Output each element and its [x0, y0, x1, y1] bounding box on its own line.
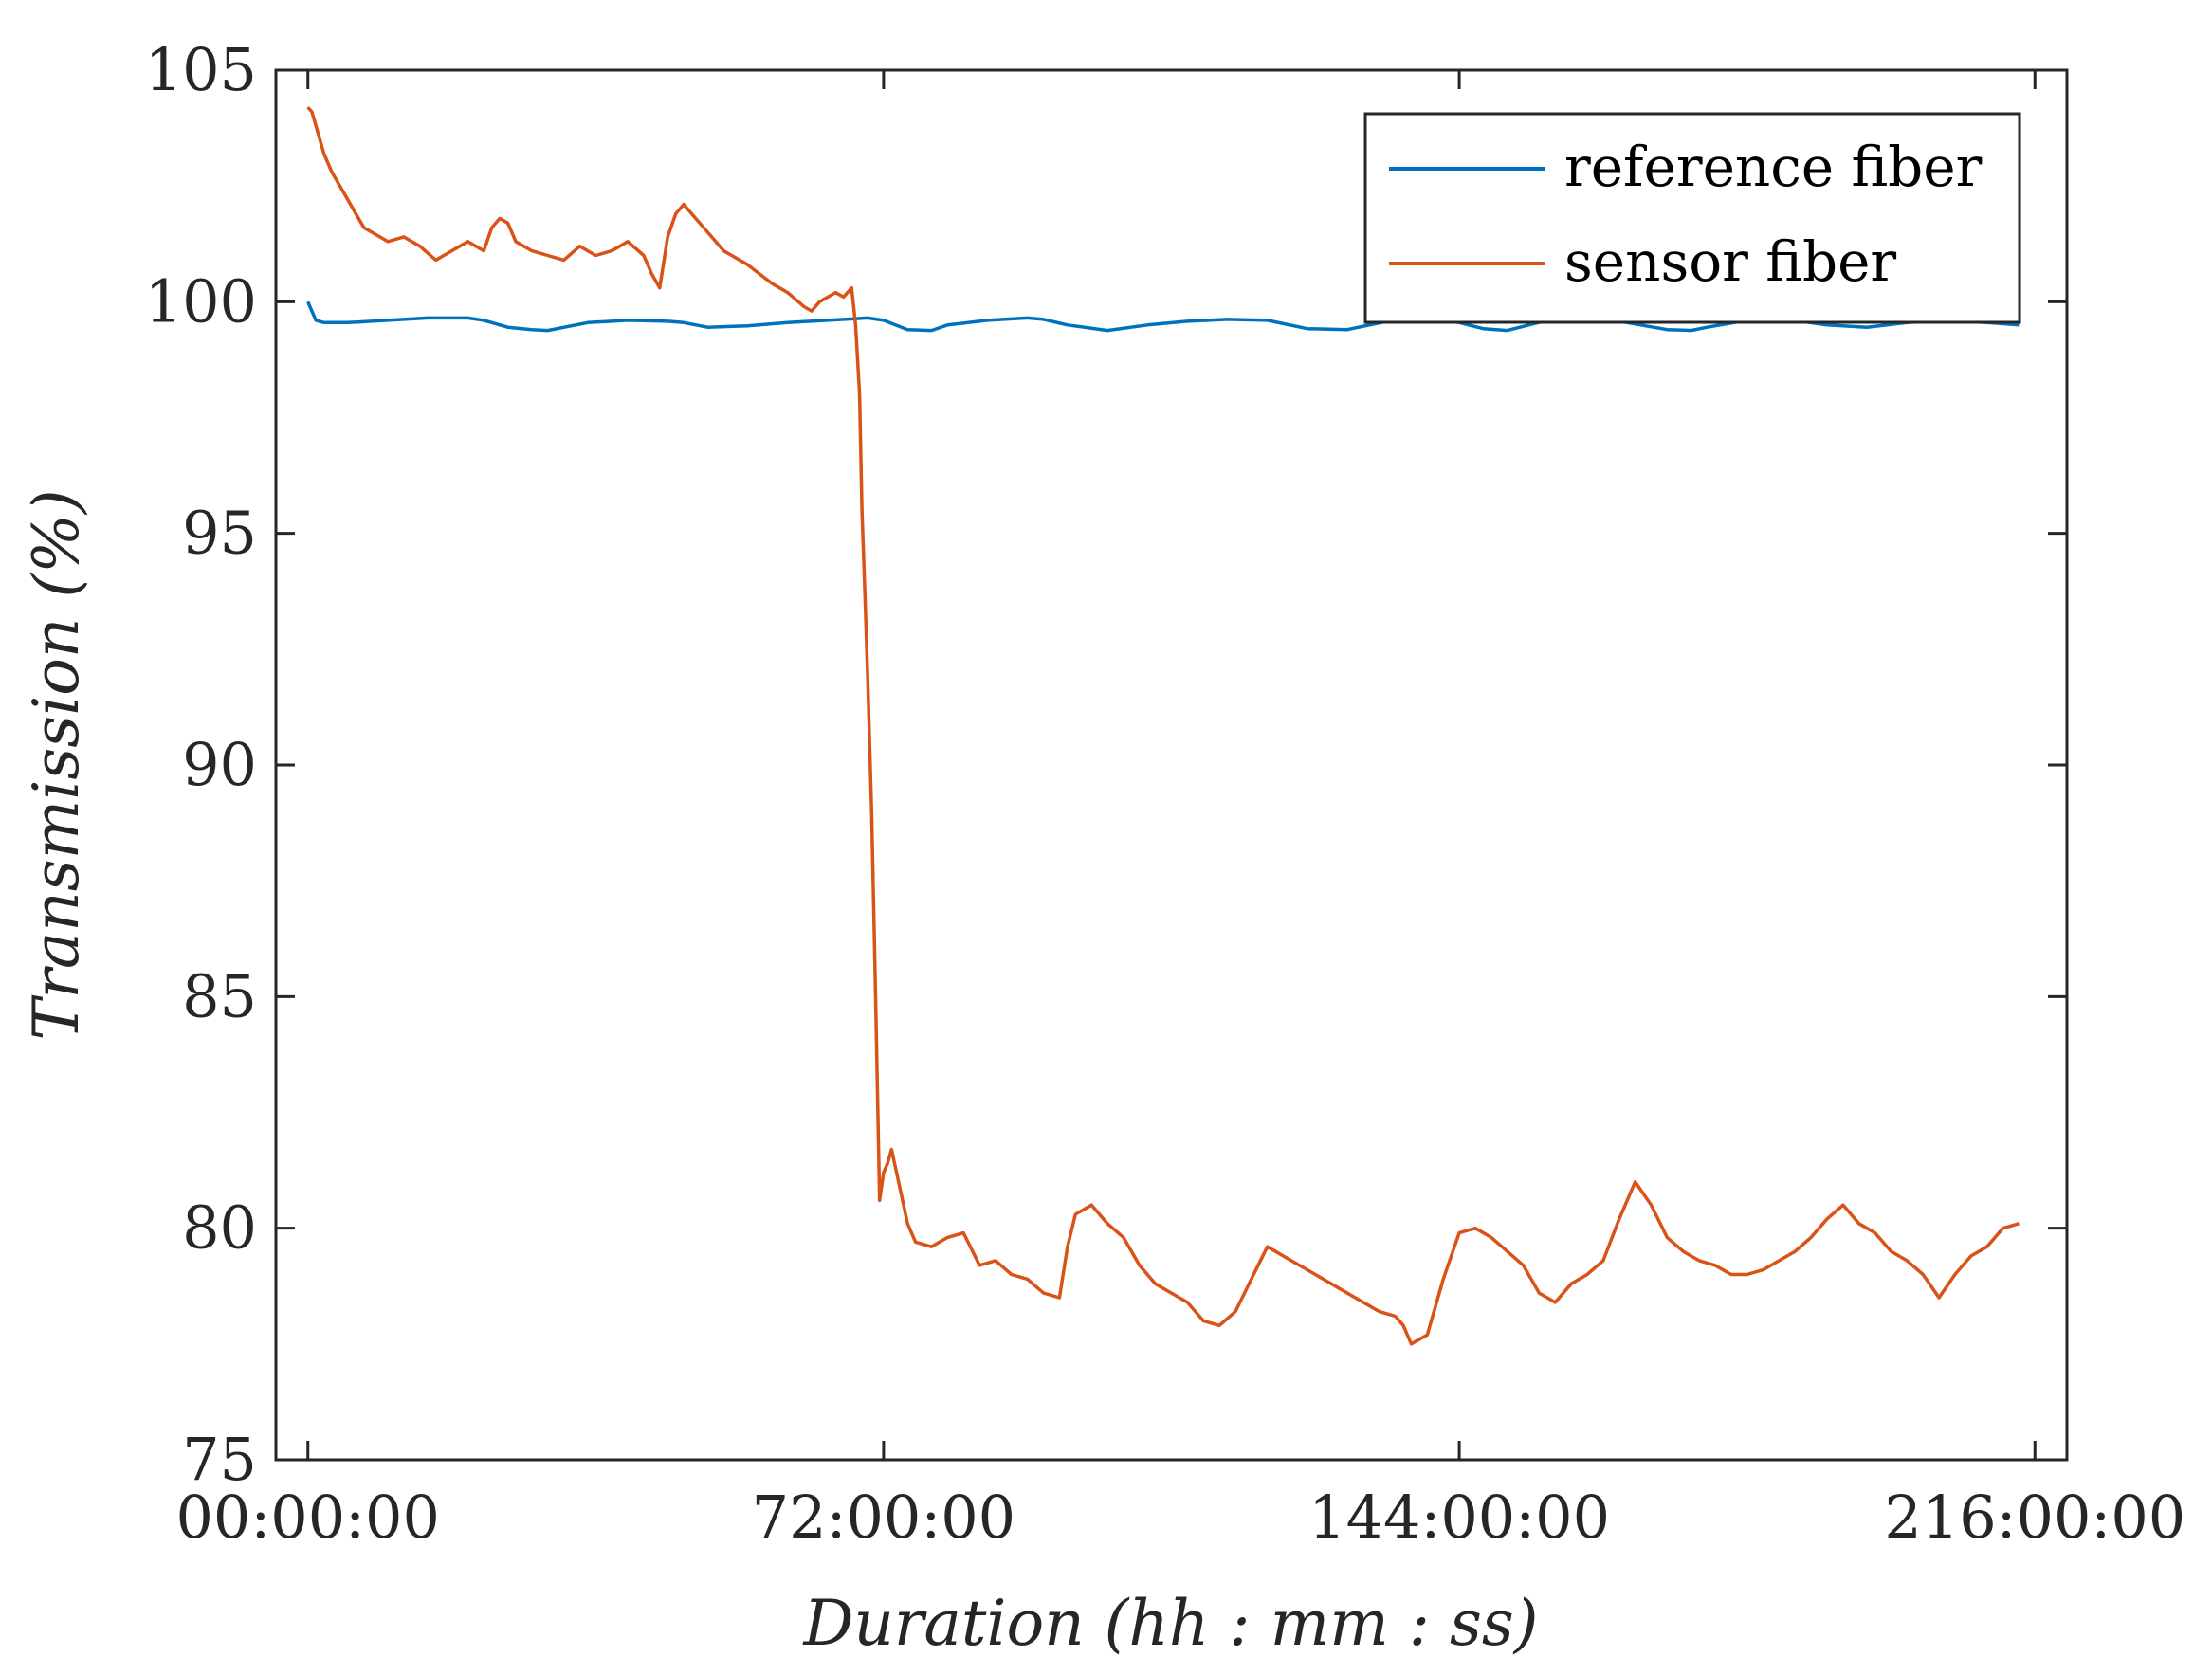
- y-tick-label: 90: [182, 730, 257, 799]
- legend-label-reference-fiber: reference fiber: [1564, 135, 1983, 199]
- y-tick-label: 95: [182, 499, 257, 568]
- series-line-reference-fiber: [306, 300, 2020, 333]
- y-tick-label: 105: [145, 35, 257, 104]
- x-tick-label: 144:00:00: [1308, 1483, 1610, 1552]
- y-tick-label: 80: [182, 1193, 257, 1263]
- legend: reference fiber sensor fiber: [1363, 112, 2021, 324]
- x-axis-title: Duration (hh : mm : ss): [803, 1587, 1539, 1660]
- legend-label-sensor-fiber: sensor fiber: [1564, 229, 1896, 294]
- x-tick-label: 00:00:00: [175, 1483, 439, 1552]
- y-tick-label: 75: [182, 1425, 257, 1494]
- series-layer: [306, 105, 2020, 1346]
- y-tick-label: 100: [145, 266, 257, 336]
- y-tick-label: 85: [182, 961, 257, 1030]
- tick-layer: 75 80 85 90 95 100 105 00:00:00 72:00:00 144:00:0…: [145, 35, 2186, 1552]
- x-tick-label: 216:00:00: [1884, 1483, 2185, 1552]
- y-axis-title: Transmission (%): [20, 489, 93, 1040]
- series-line-sensor-fiber: [306, 105, 2020, 1346]
- legend-box: [1363, 112, 2021, 324]
- x-tick-label: 72:00:00: [752, 1483, 1015, 1552]
